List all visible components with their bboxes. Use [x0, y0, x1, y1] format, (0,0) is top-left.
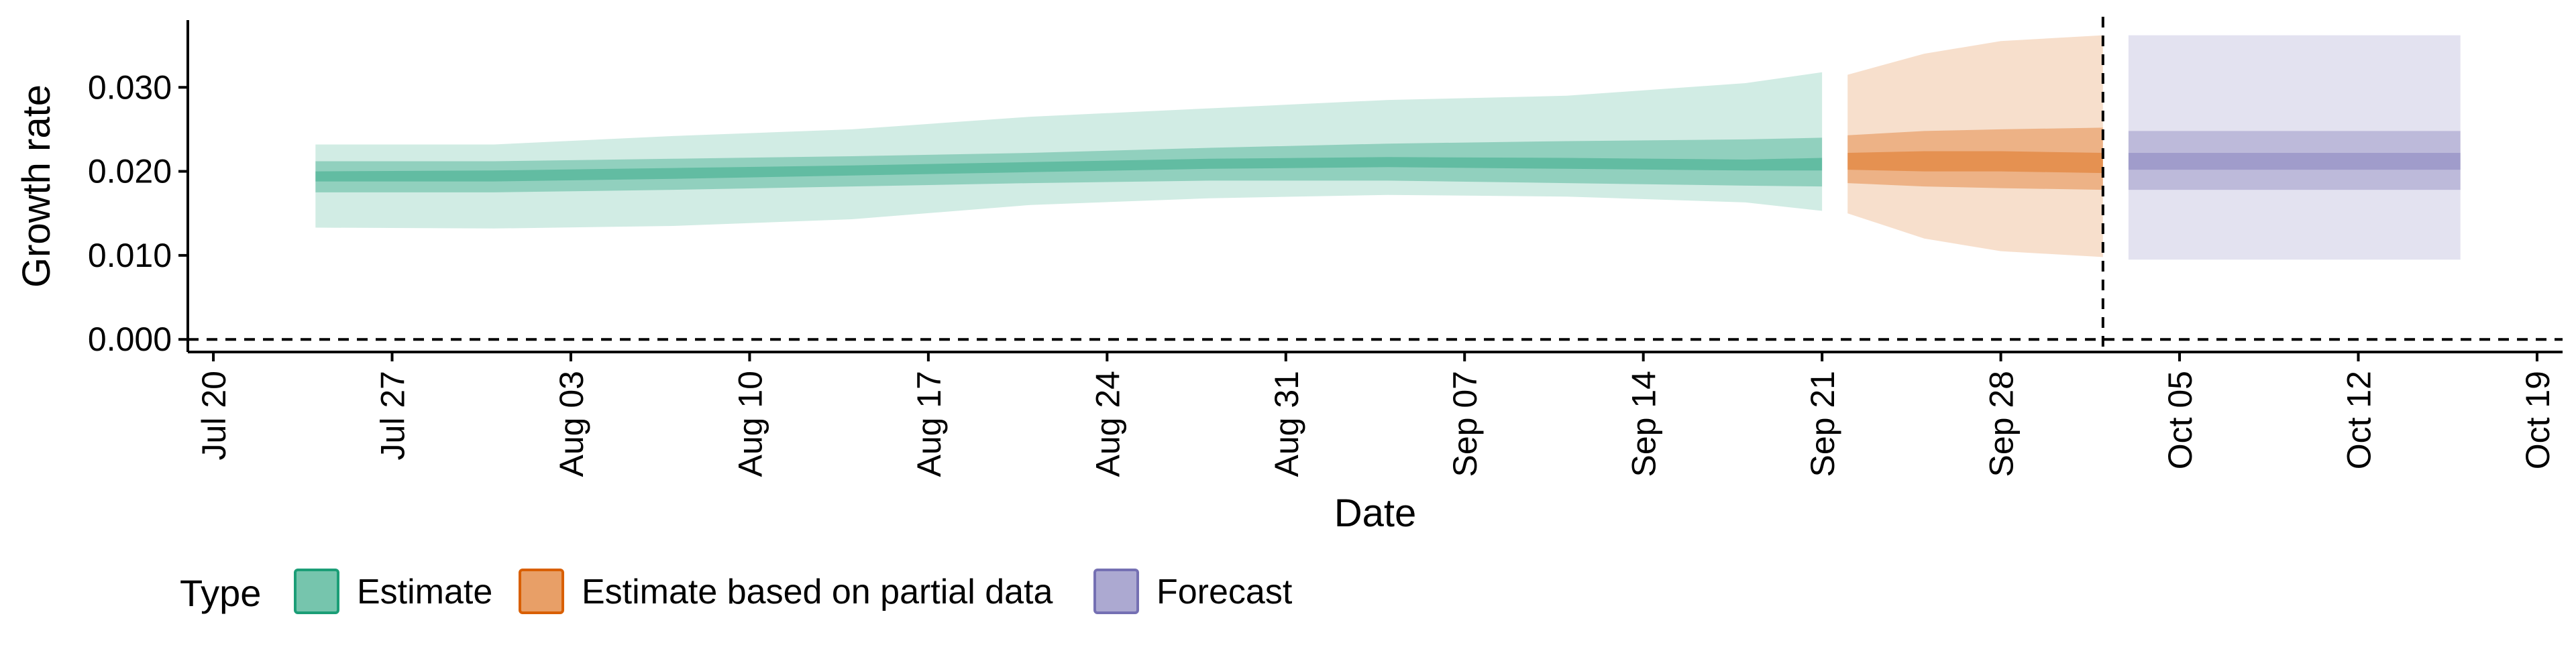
y-tick-label: 0.010 [88, 237, 172, 274]
legend-label-0: Estimate [357, 573, 492, 611]
legend-key-1 [519, 569, 564, 614]
x-tick-label: Sep 21 [1804, 371, 1841, 477]
x-tick-label: Jul 20 [195, 371, 233, 460]
x-tick-label: Aug 31 [1268, 371, 1305, 477]
y-tick-label: 0.030 [88, 68, 172, 106]
x-ticks: Jul 20 Jul 27 Aug 03 Aug 10 Aug 17 Aug 24 Aug … [195, 352, 2557, 477]
x-tick-label: Aug 03 [553, 371, 590, 477]
x-axis-title: Date [1334, 491, 1417, 535]
band-series-1-90pct [1847, 35, 2103, 257]
x-tick-label: Aug 24 [1089, 371, 1126, 477]
band-series-0-90pct [315, 72, 1823, 229]
legend-key-0 [294, 569, 339, 614]
y-axis-title: Growth rate [15, 84, 58, 288]
band-series-1-50pct [1847, 127, 2103, 190]
x-tick-label: Oct 19 [2519, 371, 2557, 469]
band-series-2-20pct [2128, 153, 2461, 170]
band-series-0-50pct [315, 137, 1823, 192]
bands-layer [315, 35, 2461, 260]
legend: Type Estimate Estimate based on partial d… [180, 569, 1293, 614]
axes [186, 20, 2563, 353]
x-tick-label: Aug 10 [731, 371, 769, 477]
x-tick-label: Sep 07 [1446, 371, 1484, 477]
band-series-2-50pct [2128, 131, 2461, 190]
legend-key-2 [1093, 569, 1139, 614]
legend-label-2: Forecast [1157, 573, 1293, 611]
y-tick-label: 0.000 [88, 320, 172, 358]
reference-lines [188, 17, 2563, 352]
x-tick-label: Sep 28 [1983, 371, 2021, 477]
legend-label-1: Estimate based on partial data [582, 573, 1053, 611]
x-tick-label: Oct 05 [2161, 371, 2199, 469]
band-series-0-20pct [315, 157, 1823, 182]
x-tick-label: Sep 14 [1625, 371, 1663, 477]
y-tick-label: 0.020 [88, 153, 172, 190]
x-tick-label: Oct 12 [2341, 371, 2378, 469]
y-ticks: 0.000 0.010 0.020 0.030 [88, 68, 188, 358]
band-series-1-20pct [1847, 151, 2103, 174]
legend-title: Type [180, 572, 261, 614]
x-tick-label: Aug 17 [910, 371, 948, 477]
x-tick-label: Jul 27 [374, 371, 412, 460]
band-series-2-90pct [2128, 35, 2461, 260]
